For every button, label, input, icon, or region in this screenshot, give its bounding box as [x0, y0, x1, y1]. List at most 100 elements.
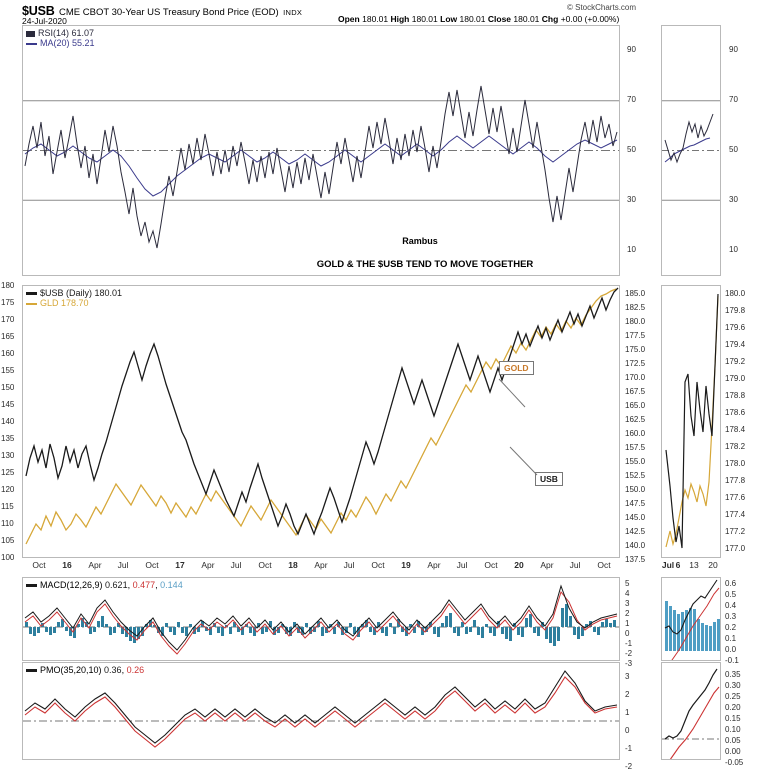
gld-legend-row: GLD 178.70 [26, 298, 122, 308]
pmo-mini-tick-2: 0.25 [725, 692, 741, 701]
gld-legend-text: GLD 178.70 [40, 298, 89, 308]
macd-mini-tick-3: 0.3 [725, 612, 737, 621]
macd-value-main: 0.621 [105, 580, 128, 590]
low-value: 180.01 [459, 14, 486, 24]
macd-histogram [25, 604, 616, 646]
rsi-ytick-70: 70 [627, 95, 636, 104]
rsi-mini-plot [662, 100, 720, 201]
usb-line-icon [26, 292, 37, 296]
xtick-18: Apr [540, 560, 554, 570]
pmo-tick-1: 1 [625, 708, 630, 717]
quote-bar: Open 180.01 High 180.01 Low 180.01 Close… [338, 14, 619, 24]
macd-tick-m3: -3 [625, 659, 633, 668]
macd-mini-tick-0: 0.6 [725, 579, 737, 588]
macd-line-icon [26, 584, 37, 588]
macd-plot [23, 584, 619, 655]
macd-mini-panel[interactable] [661, 577, 721, 661]
line-icon [26, 42, 37, 45]
macd-legend: MACD(12,26,9) 0.621, 0.477, 0.144 [26, 580, 183, 590]
mini-xtick-20: 20 [708, 560, 718, 570]
macd-mini-tick-1: 0.5 [725, 590, 737, 599]
price-rtick-7: 167.5 [625, 387, 646, 396]
pmo-tick-2: 2 [625, 690, 630, 699]
usb-legend-row: $USB (Daily) 180.01 [26, 288, 122, 298]
price-rtick-14: 150.0 [625, 485, 646, 494]
price-rtick-5: 172.5 [625, 359, 646, 368]
price-ltick-170: 170 [1, 315, 15, 324]
pmo-mini-tick-8: -0.05 [725, 758, 744, 767]
price-ltick-140: 140 [1, 417, 15, 426]
price-rtick-6: 170.0 [625, 373, 646, 382]
price-rtick-3: 177.5 [625, 331, 646, 340]
mini-xtick-13: 13 [689, 560, 699, 570]
macd-mini-tick-5: 0.1 [725, 634, 737, 643]
pmo-plot [23, 670, 619, 748]
pmo-value-main: 0.36 [104, 665, 122, 675]
rsi-mini-panel[interactable] [661, 25, 721, 276]
price-mini-plot [665, 293, 719, 549]
price-mini-panel[interactable] [661, 285, 721, 558]
price-ltick-125: 125 [1, 468, 15, 477]
price-ltick-105: 105 [1, 536, 15, 545]
price-ltick-110: 110 [1, 519, 14, 528]
price-mini-tick-2: 179.6 [725, 323, 746, 332]
pmo-panel[interactable] [22, 662, 620, 760]
pmo-tick-m2: -2 [625, 762, 633, 771]
pmo-tick-0: 0 [625, 726, 630, 735]
xtick-15: Jul [456, 560, 468, 570]
price-panel[interactable] [22, 285, 620, 558]
price-rtick-12: 155.0 [625, 457, 646, 466]
price-rtick-2: 180.0 [625, 317, 646, 326]
pmo-mini-axis: 0.35 0.30 0.25 0.20 0.15 0.10 0.05 0.00 … [723, 662, 757, 767]
pmo-mini-tick-3: 0.20 [725, 703, 741, 712]
price-legend: $USB (Daily) 180.01 GLD 178.70 [26, 288, 122, 308]
macd-mini-axis: 0.6 0.5 0.4 0.3 0.2 0.1 0.0 -0.1 [723, 577, 753, 665]
macd-mini-tick-2: 0.4 [725, 601, 737, 610]
symbol-description: CME CBOT 30-Year US Treasury Bond Price … [59, 7, 279, 18]
xtick-19: Jul [569, 560, 581, 570]
macd-mini-tick-6: 0.0 [725, 645, 737, 654]
price-mini-tick-14: 177.2 [725, 527, 746, 536]
macd-tick-3: 3 [625, 599, 630, 608]
pmo-legend-prefix: PMO(35,20,10) [40, 665, 102, 675]
rsi-ytick-90: 90 [627, 45, 636, 54]
price-ltick-135: 135 [1, 434, 15, 443]
pmo-legend: PMO(35,20,10) 0.36, 0.26 [26, 665, 144, 675]
gld-line-icon [26, 302, 37, 305]
price-left-axis: 180 175 170 165 160 155 150 145 140 135 … [0, 281, 20, 562]
rsi-mini-ytick-90: 90 [729, 45, 738, 54]
price-ltick-150: 150 [1, 383, 15, 392]
price-mini-tick-9: 178.2 [725, 442, 746, 451]
rsi-mini-ytick-10: 10 [729, 245, 738, 254]
close-label: Close [487, 14, 512, 24]
symbol-label: $USB [22, 4, 55, 18]
pmo-mini-tick-0: 0.35 [725, 670, 741, 679]
ma-legend-text: MA(20) 55.21 [40, 38, 95, 48]
pmo-mini-tick-1: 0.30 [725, 681, 741, 690]
chg-label: Chg [541, 14, 559, 24]
price-mini-tick-8: 178.4 [725, 425, 746, 434]
price-rtick-19: 137.5 [625, 555, 646, 564]
macd-mini-tick-7: -0.1 [725, 656, 739, 665]
high-label: High [390, 14, 410, 24]
price-mini-tick-7: 178.6 [725, 408, 746, 417]
low-label: Low [440, 14, 458, 24]
xtick-2: Apr [88, 560, 102, 570]
xtick-16: Oct [484, 560, 498, 570]
price-rtick-15: 147.5 [625, 499, 646, 508]
macd-panel[interactable] [22, 577, 620, 661]
rsi-panel[interactable] [22, 25, 620, 276]
chart-title: $USB CME CBOT 30-Year US Treasury Bond P… [22, 2, 302, 20]
price-plot [25, 287, 619, 545]
main-x-axis: Oct 16 Apr Jul Oct 17 Apr Jul Oct 18 Apr… [22, 560, 620, 574]
price-ltick-120: 120 [1, 485, 15, 494]
xtick-3: Jul [117, 560, 129, 570]
price-rtick-10: 160.0 [625, 429, 646, 438]
macd-value-hist: 0.144 [160, 580, 183, 590]
chart-icon [26, 30, 35, 37]
pmo-mini-panel[interactable] [661, 662, 721, 760]
xtick-9: 18 [288, 560, 298, 570]
price-ltick-180: 180 [1, 281, 15, 290]
pmo-line-icon [26, 669, 37, 673]
